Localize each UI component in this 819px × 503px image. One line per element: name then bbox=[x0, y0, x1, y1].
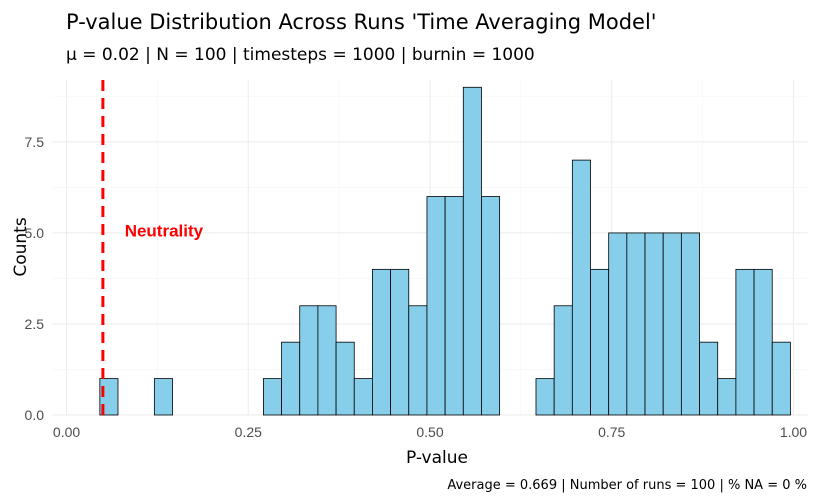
y-axis-tick-labels: 0.0 2.5 5.0 7.5 bbox=[25, 134, 45, 423]
histogram-bar bbox=[699, 341, 719, 416]
x-tick-label: 0.25 bbox=[235, 424, 262, 440]
histogram-bar bbox=[408, 305, 428, 416]
histogram-bar bbox=[717, 378, 737, 416]
y-tick-label: 5.0 bbox=[25, 225, 45, 241]
histogram-bar bbox=[590, 268, 610, 416]
x-axis-title: P-value bbox=[406, 448, 468, 468]
histogram-bar bbox=[553, 305, 573, 416]
x-axis-tick-labels: 0.00 0.25 0.50 0.75 1.00 bbox=[53, 424, 807, 440]
histogram-bar bbox=[281, 341, 301, 416]
histogram-bar bbox=[608, 232, 628, 416]
x-tick-label: 0.00 bbox=[53, 424, 80, 440]
histogram-bar bbox=[153, 378, 173, 416]
histogram-bar bbox=[262, 378, 282, 416]
histogram-bar bbox=[372, 268, 392, 416]
histogram-bar bbox=[771, 341, 791, 416]
chart-caption: Average = 0.669 | Number of runs = 100 |… bbox=[447, 478, 807, 493]
histogram-bar bbox=[481, 196, 501, 416]
histogram-bar bbox=[662, 232, 682, 416]
histogram-bar bbox=[299, 305, 319, 416]
histogram-bar bbox=[426, 196, 446, 416]
x-tick-label: 0.50 bbox=[416, 424, 443, 440]
histogram-bar bbox=[626, 232, 646, 416]
histogram-bar bbox=[444, 196, 464, 416]
x-tick-label: 1.00 bbox=[780, 424, 807, 440]
histogram-bar bbox=[571, 159, 591, 416]
y-tick-label: 2.5 bbox=[25, 316, 45, 332]
chart-subtitle: μ = 0.02 | N = 100 | timesteps = 1000 | … bbox=[66, 45, 535, 65]
y-axis-title: Counts bbox=[11, 217, 31, 276]
histogram-bar bbox=[535, 378, 555, 416]
neutrality-annotation: Neutrality bbox=[125, 222, 204, 241]
histogram-bars bbox=[99, 86, 791, 416]
histogram-bar bbox=[735, 268, 755, 416]
histogram-bar bbox=[317, 305, 337, 416]
histogram-bar bbox=[353, 378, 373, 416]
chart-title: P-value Distribution Across Runs 'Time A… bbox=[66, 10, 657, 34]
y-tick-label: 0.0 bbox=[25, 407, 45, 423]
x-tick-label: 0.75 bbox=[598, 424, 625, 440]
histogram-bar bbox=[462, 86, 482, 416]
histogram-bar bbox=[680, 232, 700, 416]
y-tick-label: 7.5 bbox=[25, 134, 45, 150]
histogram-bar bbox=[644, 232, 664, 416]
histogram-bar bbox=[335, 341, 355, 416]
histogram-bar bbox=[390, 268, 410, 416]
plot-panel: Neutrality bbox=[52, 80, 808, 416]
histogram-bar bbox=[753, 268, 773, 416]
